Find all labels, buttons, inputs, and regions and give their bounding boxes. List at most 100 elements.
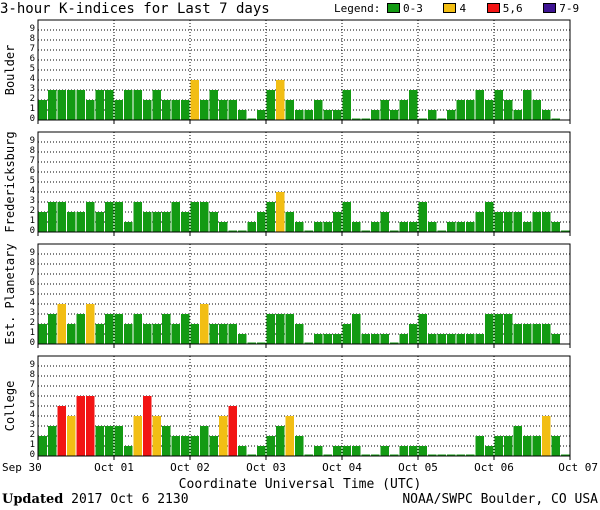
bar — [171, 436, 180, 456]
bar — [314, 334, 323, 344]
bar — [456, 334, 465, 344]
bar — [437, 118, 446, 120]
bar — [209, 90, 218, 120]
bar — [57, 406, 66, 456]
bar — [266, 202, 275, 232]
bar — [352, 222, 361, 232]
bar — [494, 314, 503, 344]
y-tick-label: 6 — [30, 166, 35, 176]
bar — [380, 334, 389, 344]
bar — [323, 222, 332, 232]
x-tick-label: Sep 30 — [2, 461, 42, 474]
bar — [333, 212, 342, 232]
bar — [105, 202, 114, 232]
legend-entry-0-3: 0-3 — [402, 2, 423, 15]
bar — [257, 342, 266, 344]
bar — [143, 212, 152, 232]
bar — [48, 314, 57, 344]
bar — [390, 230, 399, 232]
y-tick-label: 0 — [30, 338, 35, 348]
bar — [143, 396, 152, 456]
bar — [295, 324, 304, 344]
bar — [304, 342, 313, 344]
bar — [105, 90, 114, 120]
bar — [67, 416, 76, 456]
x-tick-label: Oct 01 — [94, 461, 134, 474]
bar — [124, 222, 133, 232]
legend: Legend: 0-3 4 5,6 7-9 — [334, 2, 579, 16]
bar — [200, 426, 209, 456]
bar — [247, 342, 256, 344]
bar — [171, 202, 180, 232]
bar — [304, 454, 313, 456]
bar — [114, 100, 123, 120]
bar — [200, 304, 209, 344]
bar — [76, 314, 85, 344]
x-tick-label: Oct 04 — [322, 461, 362, 474]
bar — [124, 446, 133, 456]
bar — [247, 118, 256, 120]
bar — [466, 454, 475, 456]
bar — [219, 100, 228, 120]
bar — [456, 100, 465, 120]
bar — [504, 212, 513, 232]
bar — [57, 304, 66, 344]
bar — [285, 314, 294, 344]
bar — [494, 212, 503, 232]
bar — [532, 436, 541, 456]
bar — [390, 342, 399, 344]
bar — [219, 324, 228, 344]
bar — [371, 334, 380, 344]
bar — [561, 230, 570, 232]
y-tick-label: 9 — [30, 136, 35, 146]
bar — [342, 446, 351, 456]
bar — [361, 118, 370, 120]
panel-label-est-planetary: Est. Planetary — [3, 243, 17, 344]
bar — [466, 100, 475, 120]
bar — [485, 314, 494, 344]
bar — [162, 426, 171, 456]
bar — [162, 100, 171, 120]
y-tick-label: 5 — [30, 288, 35, 298]
bar — [551, 222, 560, 232]
bar — [399, 222, 408, 232]
bar — [95, 212, 104, 232]
bar — [247, 454, 256, 456]
bar — [542, 212, 551, 232]
bar — [342, 324, 351, 344]
bar — [494, 436, 503, 456]
bar — [542, 416, 551, 456]
y-tick-label: 9 — [30, 248, 35, 258]
bar — [504, 436, 513, 456]
bar — [561, 454, 570, 456]
bar — [418, 202, 427, 232]
bar — [295, 222, 304, 232]
bar — [266, 436, 275, 456]
bar — [437, 334, 446, 344]
bar — [428, 454, 437, 456]
bar — [371, 110, 380, 120]
x-tick-label: Oct 07 — [558, 461, 598, 474]
bar — [504, 100, 513, 120]
bar — [409, 446, 418, 456]
bar — [295, 110, 304, 120]
bar — [219, 222, 228, 232]
bar — [437, 230, 446, 232]
bar — [171, 100, 180, 120]
x-axis-label: Coordinate Universal Time (UTC) — [178, 477, 422, 492]
y-tick-label: 2 — [30, 318, 35, 328]
bar — [48, 202, 57, 232]
panel-label-college: College — [3, 381, 17, 432]
bar — [190, 202, 199, 232]
bar — [380, 446, 389, 456]
y-tick-label: 4 — [30, 186, 35, 196]
bar — [333, 446, 342, 456]
bar — [171, 324, 180, 344]
bar — [266, 314, 275, 344]
bar — [475, 90, 484, 120]
bar — [380, 212, 389, 232]
bar — [304, 230, 313, 232]
bar — [105, 314, 114, 344]
